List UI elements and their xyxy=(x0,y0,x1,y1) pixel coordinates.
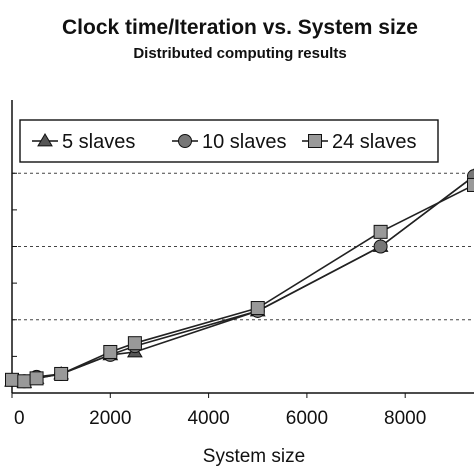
chart-subtitle: Distributed computing results xyxy=(133,45,346,62)
square-point-6 xyxy=(250,301,265,316)
legend-marker-2 xyxy=(308,134,322,148)
x-tick-label-0: 0 xyxy=(14,408,25,429)
square-point-7 xyxy=(373,224,388,239)
square-point-3 xyxy=(54,366,69,381)
square-point-5 xyxy=(127,336,142,351)
legend-label-2: 24 slaves xyxy=(332,131,417,153)
legend-label-0: 5 slaves xyxy=(62,131,135,153)
series-line-square xyxy=(11,184,474,383)
x-tick-label-3: 6000 xyxy=(286,408,328,429)
x-tick-label-1: 2000 xyxy=(89,408,131,429)
legend-marker-0 xyxy=(37,133,53,147)
legend-box xyxy=(19,119,439,163)
x-tick-label-2: 4000 xyxy=(187,408,229,429)
series-triangle xyxy=(4,168,474,389)
legend-marker-1 xyxy=(178,134,192,148)
square-point-2 xyxy=(29,371,44,386)
square-point-0 xyxy=(5,372,19,387)
square-point-8 xyxy=(467,177,474,192)
circle-point-7 xyxy=(373,239,388,254)
series-square xyxy=(5,177,474,389)
chart-title: Clock time/Iteration vs. System size xyxy=(62,16,418,39)
series-line-triangle xyxy=(11,175,474,384)
gridlines xyxy=(12,172,474,321)
axes: 0 2000 4000 6000 8000 xyxy=(11,100,474,429)
x-axis-label: System size xyxy=(203,446,305,467)
x-tick-label-4: 8000 xyxy=(384,408,426,429)
legend: 5 slaves 10 slaves 24 slaves xyxy=(19,119,439,163)
series-line-circle xyxy=(11,175,474,383)
legend-label-1: 10 slaves xyxy=(202,131,287,153)
series-group xyxy=(4,168,474,389)
series-circle xyxy=(5,169,474,389)
square-point-4 xyxy=(103,344,118,359)
square-point-1 xyxy=(17,374,32,389)
